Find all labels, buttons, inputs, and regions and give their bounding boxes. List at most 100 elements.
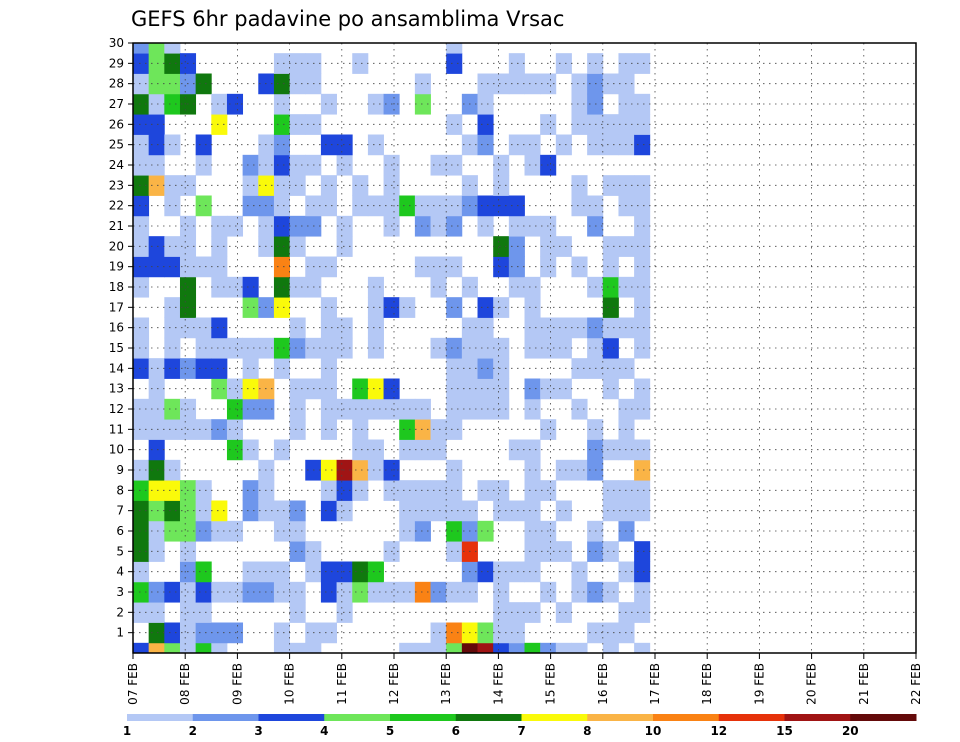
heatmap-cell [446, 642, 463, 654]
heatmap-cell [352, 581, 369, 603]
heatmap-cell [555, 134, 572, 156]
heatmap-cell [195, 520, 212, 542]
heatmap-cell [493, 642, 510, 654]
heatmap-cell [524, 561, 541, 583]
heatmap-cell [320, 419, 337, 440]
heatmap-cell [399, 520, 416, 542]
heatmap-cell [571, 358, 588, 379]
heatmap-cell [336, 398, 353, 420]
heatmap-cell [148, 93, 165, 115]
heatmap-cell [211, 114, 228, 135]
colorbar-label: 1 [123, 724, 131, 738]
heatmap-cell [634, 398, 651, 420]
heatmap-cell [195, 561, 212, 583]
y-tick-label: 21 [109, 219, 124, 233]
heatmap-cell [273, 439, 290, 461]
heatmap-cell [320, 581, 337, 603]
heatmap-cell [320, 459, 337, 481]
heatmap-cell [634, 175, 651, 196]
heatmap-cell [148, 480, 165, 501]
heatmap-cell [211, 581, 228, 603]
heatmap-cell [446, 195, 463, 217]
heatmap-cell [602, 114, 619, 135]
heatmap-cell [524, 134, 541, 156]
heatmap-cell [477, 317, 494, 339]
colorbar-swatch [653, 714, 720, 721]
heatmap-cell [336, 581, 353, 603]
heatmap-cell [242, 276, 259, 298]
heatmap-cell [367, 581, 384, 603]
heatmap-cell [446, 43, 463, 54]
colorbar-swatch [127, 714, 194, 721]
heatmap-cell [493, 581, 510, 603]
heatmap-cell [571, 195, 588, 217]
heatmap-cell [211, 276, 228, 298]
heatmap-cell [273, 622, 290, 644]
heatmap-cell [634, 642, 651, 654]
heatmap-cell [430, 500, 447, 522]
heatmap-cell [273, 114, 290, 135]
heatmap-cell [508, 53, 525, 74]
heatmap-cell [493, 561, 510, 583]
heatmap-cell [273, 236, 290, 257]
colorbar-label: 10 [645, 724, 662, 738]
heatmap-cell [367, 398, 384, 420]
heatmap-cell [634, 480, 651, 501]
heatmap-cell [446, 297, 463, 318]
heatmap-cell [508, 602, 525, 623]
heatmap-cell [493, 602, 510, 623]
y-axis: 1234567891011121314151617181920212223242… [109, 36, 133, 640]
colorbar-label: 20 [842, 724, 859, 738]
colorbar-swatch [718, 714, 785, 721]
heatmap-cell [634, 236, 651, 257]
heatmap-cell [273, 73, 290, 95]
heatmap-cell [133, 43, 150, 54]
colorbar-label: 8 [583, 724, 591, 738]
heatmap-cell [273, 154, 290, 176]
heatmap-cell [414, 480, 431, 501]
heatmap-cell [477, 378, 494, 400]
heatmap-cell [289, 53, 306, 74]
heatmap-cell [367, 297, 384, 318]
y-tick-label: 30 [109, 36, 124, 50]
heatmap-cell [446, 256, 463, 278]
heatmap-cell [273, 195, 290, 217]
heatmap-cell [133, 73, 150, 95]
heatmap-cell [508, 622, 525, 644]
heatmap-cell [148, 256, 165, 278]
heatmap-cell [242, 175, 259, 196]
heatmap-cell [399, 480, 416, 501]
heatmap-cell [634, 337, 651, 359]
heatmap-cell [493, 154, 510, 176]
heatmap-cell [477, 622, 494, 644]
heatmap-cell [555, 337, 572, 359]
y-tick-label: 28 [109, 77, 124, 91]
heatmap-cell [493, 378, 510, 400]
heatmap-cell [289, 642, 306, 654]
heatmap-cell [320, 134, 337, 156]
heatmap-cell [602, 256, 619, 278]
heatmap-cell [524, 276, 541, 298]
heatmap-cell [571, 398, 588, 420]
y-tick-label: 9 [116, 463, 124, 477]
heatmap-cell [148, 43, 165, 54]
colorbar-label: 5 [386, 724, 394, 738]
heatmap-cell [634, 276, 651, 298]
heatmap-cell [524, 459, 541, 481]
colorbar-label: 4 [320, 724, 328, 738]
heatmap-cell [320, 622, 337, 644]
heatmap-cell [133, 236, 150, 257]
x-tick-label: 17 FEB [648, 663, 662, 705]
heatmap-cell [273, 215, 290, 237]
heatmap-cell [524, 439, 541, 461]
heatmap-cell [602, 276, 619, 298]
y-tick-label: 15 [109, 341, 124, 355]
heatmap-cell [352, 459, 369, 481]
heatmap-cell [133, 561, 150, 583]
heatmap-cell [148, 459, 165, 481]
y-tick-label: 6 [116, 524, 124, 538]
heatmap-cell [336, 561, 353, 583]
heatmap-cell [289, 581, 306, 603]
heatmap-cell [226, 581, 244, 603]
